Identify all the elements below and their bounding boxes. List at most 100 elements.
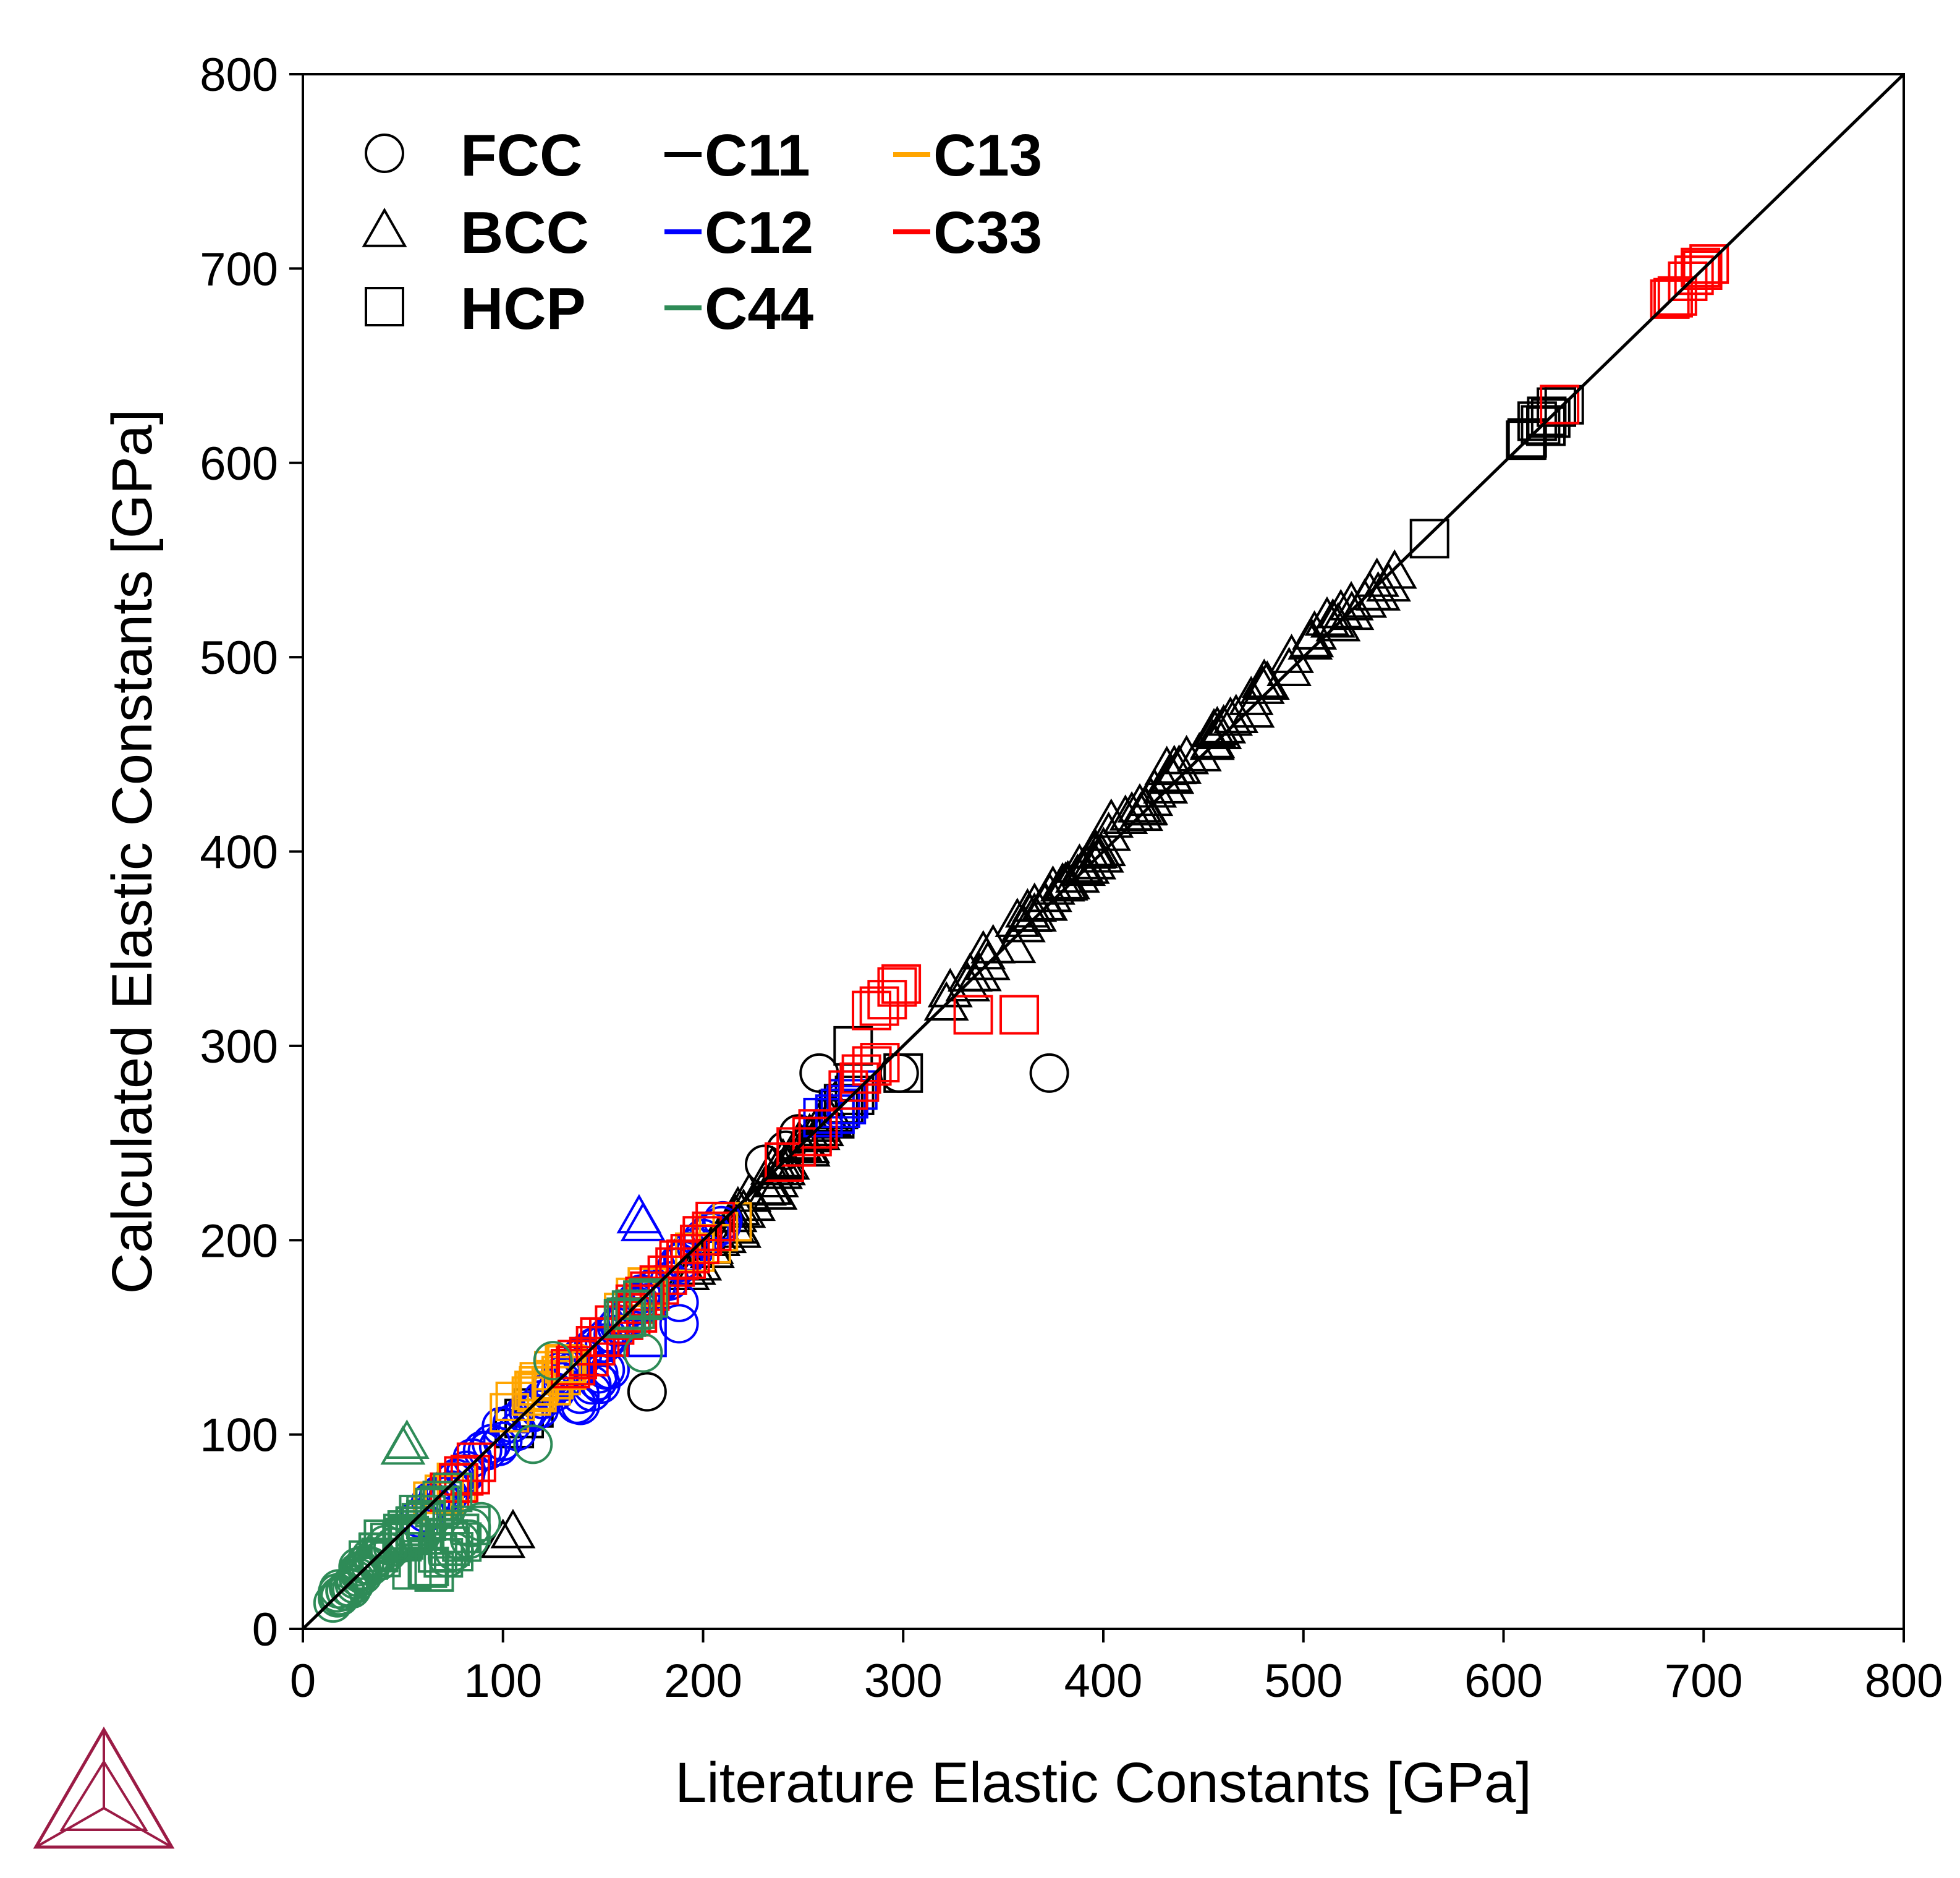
circle-point-c12 [590,1349,630,1390]
x-axis-title: Literature Elastic Constants [GPa] [675,1751,1532,1814]
triangle-point-c11 [758,1149,803,1189]
legend-label-c12: C12 [705,200,813,266]
square-point-c33 [999,995,1040,1035]
triangle-point-c11 [1000,903,1046,943]
square-point-c33 [556,1346,596,1386]
square-point-c13 [490,1393,530,1433]
square-point-c33 [828,1070,868,1110]
square-point-c33 [1540,385,1580,425]
square-point-c33 [617,1293,658,1333]
square-point-c13 [519,1366,559,1406]
x-tick-label: 400 [1064,1655,1143,1707]
y-tick-label: 100 [200,1409,278,1462]
triangle-point-c11 [945,962,991,1001]
square-point-c12 [826,1084,867,1124]
triangle-point-c11 [1030,865,1075,905]
triangle-point-c11 [1117,783,1163,823]
square-point-c44 [629,1278,669,1318]
axis-ticks: 0 100 200 300 400 500 600 700 800 0 100 200 300 400 50… [200,49,1943,1707]
legend-label-c13: C13 [933,122,1042,189]
circle-point-c44 [326,1571,366,1612]
circle-point-c44 [329,1567,370,1607]
triangle-point-c11 [965,940,1011,980]
square-point-c44 [420,1485,460,1525]
square-point-c33 [1689,244,1729,284]
triangle-point-c11 [1043,861,1088,901]
circle-point-c44 [313,1583,353,1623]
square-point-c33 [764,1142,804,1182]
triangle-point-c11 [1123,785,1169,825]
circle-point-c44 [461,1502,501,1542]
square-point-c33 [655,1247,695,1287]
circle-point-c44 [320,1576,360,1617]
square-point-c33 [695,1201,736,1241]
triangle-point-c44 [384,1419,430,1459]
triangle-point-c11 [1164,734,1210,775]
triangle-point-c11 [1329,590,1375,631]
legend-label-c11: C11 [705,122,810,189]
circle-point-c11 [627,1372,667,1412]
square-point-c33 [575,1326,616,1366]
square-point-c44 [422,1481,462,1521]
square-point-c33 [456,1442,496,1482]
y-tick-label: 300 [200,1021,278,1073]
logo-inner-triangle [59,1759,148,1831]
triangle-point-c11 [923,981,969,1021]
square-point-c11 [1409,519,1449,559]
y-tick-label: 600 [200,438,278,490]
triangle-point-c11 [1054,853,1100,893]
triangle-point-c11 [1176,732,1222,771]
triangle-point-c12 [616,1194,662,1234]
y-tick-label: 0 [252,1604,278,1656]
circle-point-c44 [533,1341,573,1381]
square-point-c33 [682,1216,723,1256]
circle-point-c44 [451,1508,491,1548]
square-point-c33 [1681,247,1721,287]
square-point-c33 [877,967,917,1007]
x-tick-label: 200 [664,1655,742,1707]
circle-point-c12 [659,1304,699,1344]
triangle-point-c11 [1315,601,1361,642]
square-point-c12 [815,1094,855,1134]
y-tick-label: 500 [200,632,278,684]
square-point-c33 [659,1240,699,1280]
circle-point-c44 [513,1424,553,1464]
circle-point-c44 [373,1527,413,1567]
square-point-c33 [444,1456,484,1496]
x-tick-label: 100 [464,1655,542,1707]
triangle-point-c11 [1012,892,1057,932]
triangle-point-c12 [620,1202,666,1241]
square-point-c33 [1668,261,1708,301]
legend-label-fcc: FCC [460,122,582,189]
square-point-c33 [953,995,993,1035]
triangle-point-c11 [480,1518,526,1558]
y-tick-label: 200 [200,1215,278,1267]
y-tick-label: 700 [200,243,278,295]
square-point-c44 [399,1495,439,1535]
square-point-c33 [792,1116,832,1157]
square-point-c33 [1657,276,1697,316]
square-point-c33 [679,1225,719,1265]
square-point-c11 [1530,398,1571,438]
x-tick-label: 300 [864,1655,943,1707]
square-point-c13 [511,1376,551,1416]
y-axis-title: Calculated Elastic Constants [GPa] [101,409,164,1294]
legend-square-icon [365,287,404,326]
square-point-c33 [1653,278,1693,318]
square-point-c44 [623,1280,663,1320]
square-point-c33 [798,1109,838,1149]
triangle-point-c11 [1080,826,1126,867]
square-point-c33 [852,1046,892,1086]
triangle-point-c11 [1229,688,1275,728]
square-point-c44 [395,1506,435,1546]
triangle-point-c11 [1372,549,1417,589]
square-point-c33 [1682,250,1723,290]
circle-point-c44 [623,1333,663,1373]
legend-label-bcc: BCC [460,200,589,266]
y-tick-label: 400 [200,826,278,879]
circle-point-c12 [483,1421,523,1461]
square-point-c33 [1674,255,1714,295]
logo-spoke [103,1807,172,1848]
square-point-c13 [517,1372,557,1413]
